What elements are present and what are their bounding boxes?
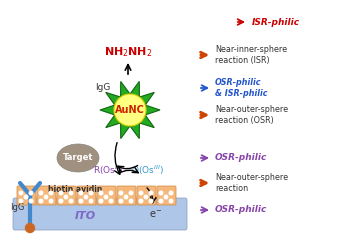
- Text: OSR-philic: OSR-philic: [215, 205, 267, 215]
- Text: NH$_2$NH$_2$: NH$_2$NH$_2$: [104, 45, 152, 59]
- Text: OSR-philic: OSR-philic: [215, 153, 267, 162]
- Circle shape: [24, 195, 28, 199]
- Circle shape: [49, 191, 53, 195]
- Circle shape: [149, 191, 153, 195]
- Circle shape: [124, 195, 128, 199]
- Circle shape: [89, 191, 93, 195]
- Circle shape: [29, 199, 33, 203]
- Text: Near-outer-sphere
reaction: Near-outer-sphere reaction: [215, 173, 288, 193]
- Text: AuNC: AuNC: [115, 105, 145, 115]
- FancyBboxPatch shape: [77, 186, 96, 205]
- Circle shape: [84, 195, 88, 199]
- Circle shape: [129, 191, 133, 195]
- Circle shape: [79, 199, 83, 203]
- Circle shape: [129, 199, 133, 203]
- Text: R(Os$^{II}$): R(Os$^{II}$): [93, 163, 123, 177]
- FancyBboxPatch shape: [37, 186, 56, 205]
- Text: biotin avidin: biotin avidin: [48, 185, 102, 195]
- FancyBboxPatch shape: [13, 198, 187, 230]
- Circle shape: [89, 199, 93, 203]
- Circle shape: [169, 191, 173, 195]
- Circle shape: [114, 94, 146, 126]
- Circle shape: [49, 199, 53, 203]
- Text: Near-outer-sphere
reaction (OSR): Near-outer-sphere reaction (OSR): [215, 105, 288, 125]
- Text: e$^{-}$: e$^{-}$: [150, 208, 163, 219]
- FancyBboxPatch shape: [17, 186, 36, 205]
- Polygon shape: [100, 82, 160, 138]
- Circle shape: [144, 195, 148, 199]
- FancyBboxPatch shape: [157, 186, 176, 205]
- Text: ITO: ITO: [74, 211, 96, 221]
- Circle shape: [139, 199, 143, 203]
- Circle shape: [104, 195, 108, 199]
- Text: OSR-philic
& ISR-philic: OSR-philic & ISR-philic: [215, 78, 268, 98]
- Circle shape: [39, 199, 43, 203]
- Circle shape: [69, 199, 73, 203]
- Circle shape: [164, 195, 168, 199]
- Circle shape: [99, 191, 103, 195]
- Circle shape: [139, 191, 143, 195]
- Circle shape: [119, 199, 123, 203]
- Text: IgG: IgG: [10, 203, 24, 212]
- Circle shape: [159, 191, 163, 195]
- Ellipse shape: [57, 144, 99, 172]
- FancyBboxPatch shape: [117, 186, 136, 205]
- Circle shape: [64, 195, 68, 199]
- FancyBboxPatch shape: [137, 186, 156, 205]
- Circle shape: [119, 191, 123, 195]
- Circle shape: [26, 223, 34, 232]
- Circle shape: [19, 199, 23, 203]
- Circle shape: [79, 191, 83, 195]
- Text: O(Os$^{III}$): O(Os$^{III}$): [132, 163, 165, 177]
- Circle shape: [159, 199, 163, 203]
- Circle shape: [39, 191, 43, 195]
- Circle shape: [19, 191, 23, 195]
- Text: Target: Target: [63, 153, 93, 162]
- Circle shape: [169, 199, 173, 203]
- Circle shape: [59, 191, 63, 195]
- Circle shape: [29, 191, 33, 195]
- Circle shape: [44, 195, 48, 199]
- Circle shape: [69, 191, 73, 195]
- Circle shape: [59, 199, 63, 203]
- Text: ISR-philic: ISR-philic: [252, 17, 300, 27]
- Circle shape: [109, 199, 113, 203]
- FancyBboxPatch shape: [97, 186, 116, 205]
- Circle shape: [99, 199, 103, 203]
- Text: IgG: IgG: [95, 82, 111, 91]
- Text: Near-inner-sphere
reaction (ISR): Near-inner-sphere reaction (ISR): [215, 45, 287, 65]
- Circle shape: [149, 199, 153, 203]
- Circle shape: [109, 191, 113, 195]
- FancyBboxPatch shape: [57, 186, 76, 205]
